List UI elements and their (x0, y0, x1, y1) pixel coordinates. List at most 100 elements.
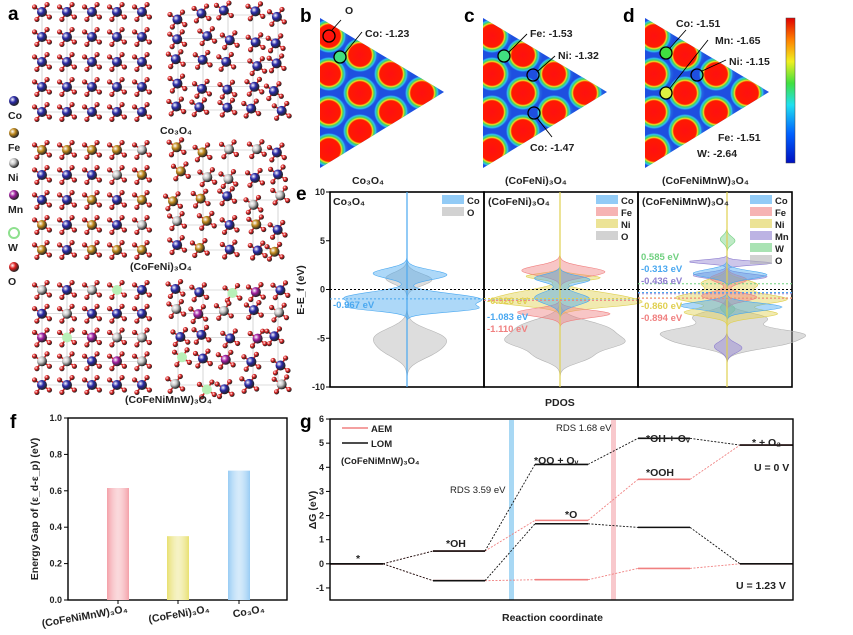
atom-ni (223, 174, 234, 185)
oxygen-atom (106, 377, 113, 383)
high-density-atom (374, 57, 408, 91)
atom-fe (37, 145, 47, 155)
atom-co (62, 82, 72, 92)
oxygen-atom (258, 32, 264, 38)
oxygen-atom (258, 312, 264, 318)
oxygen-atom (281, 302, 287, 308)
oxygen-atom (185, 339, 191, 345)
oxygen-atom (106, 242, 113, 248)
oxygen-atom (144, 279, 150, 286)
atom-co (112, 57, 122, 67)
oxygen-atom (230, 362, 236, 368)
low-density-region (445, 250, 473, 278)
oxygen-atom (228, 51, 234, 58)
oxygen-atom (167, 11, 173, 18)
oxygen-atom (245, 34, 251, 40)
energy-connector-lom (484, 464, 536, 552)
oxygen-atom (71, 363, 78, 369)
atom-co (248, 305, 259, 316)
oxygen-atom (119, 76, 125, 83)
legend-swatch-co (750, 195, 772, 204)
energy-connector-aem (689, 444, 741, 480)
caption-a-cofenimnw: (CoFeNiMnW)₃O₄ (125, 394, 212, 406)
atom-co (268, 86, 279, 97)
atom-co (112, 195, 122, 205)
oxygen-atom (134, 154, 140, 161)
oxygen-atom (165, 376, 171, 382)
oxygen-atom (222, 285, 228, 291)
oxygen-atom (119, 239, 125, 246)
oxygen-atom (245, 209, 251, 215)
energy-xlabel: Reaction coordinate (502, 612, 603, 624)
label-b-o: O (345, 5, 353, 17)
oxygen-atom (166, 98, 172, 105)
oxygen-atom (106, 142, 113, 148)
legend-atom-co-icon (9, 96, 19, 106)
oxygen-atom (69, 51, 75, 58)
oxygen-atom (264, 328, 270, 334)
oxygen-atom (146, 339, 153, 346)
atom-co (112, 82, 122, 92)
panel-label-b: b (300, 6, 312, 27)
oxygen-atom (205, 201, 211, 207)
oxygen-atom (256, 364, 262, 370)
low-density-region (608, 250, 636, 278)
oxygen-atom (203, 324, 210, 330)
oxygen-atom (231, 139, 237, 145)
high-density-atom (699, 95, 733, 129)
oxygen-atom (199, 225, 205, 231)
oxygen-atom (81, 377, 88, 383)
oxygen-atom (258, 214, 264, 220)
d-band-center-label: -0.926 eV (487, 296, 529, 307)
y-tick-label: 0.8 (49, 449, 62, 459)
oxygen-atom (34, 318, 40, 324)
oxygen-atom (215, 352, 221, 358)
oxygen-atom (144, 1, 150, 8)
atom-co (194, 287, 205, 298)
oxygen-atom (69, 139, 75, 146)
oxygen-atom (241, 100, 247, 107)
y-tick-label: 5 (319, 438, 324, 448)
oxygen-atom (204, 109, 210, 115)
oxygen-atom (234, 42, 240, 48)
crystal-structure (165, 278, 292, 400)
oxygen-atom (247, 330, 253, 337)
oxygen-atom (146, 227, 153, 233)
annotation: RDS 3.59 eV (450, 485, 506, 496)
oxygen-atom (286, 113, 292, 119)
oxygen-atom (46, 339, 53, 346)
oxygen-atom (144, 351, 150, 357)
oxygen-atom (44, 327, 50, 333)
y-tick-label: 1 (319, 535, 324, 545)
oxygen-atom (121, 152, 128, 158)
oxygen-atom (144, 327, 150, 333)
atom-co (112, 308, 122, 319)
oxygen-atom (34, 254, 40, 261)
oxygen-atom (121, 292, 128, 298)
oxygen-atom (216, 394, 223, 400)
oxygen-atom (31, 242, 38, 248)
atom-co (222, 102, 233, 113)
oxygen-atom (260, 44, 266, 51)
oxygen-atom (179, 29, 185, 35)
oxygen-atom (56, 142, 63, 148)
atom-mn (220, 354, 231, 365)
oxygen-atom (131, 192, 138, 198)
pdos-xlabel: PDOS (545, 397, 575, 409)
pdos-title-1: Co₃O₄ (333, 196, 365, 208)
oxygen-atom (189, 99, 195, 105)
y-tick-label: 6 (319, 414, 324, 424)
atom-ni (137, 145, 147, 155)
atom-co (197, 83, 208, 94)
oxygen-atom (235, 340, 241, 347)
oxygen-atom (217, 81, 223, 88)
legend-swatch-ni (750, 219, 772, 228)
atom-co (137, 7, 147, 17)
oxygen-atom (131, 142, 138, 148)
atom-co (172, 78, 183, 89)
oxygen-atom (34, 389, 40, 396)
oxygen-atom (46, 14, 53, 20)
oxygen-atom (280, 164, 286, 170)
atom-co (62, 170, 72, 180)
oxygen-atom (278, 33, 284, 39)
